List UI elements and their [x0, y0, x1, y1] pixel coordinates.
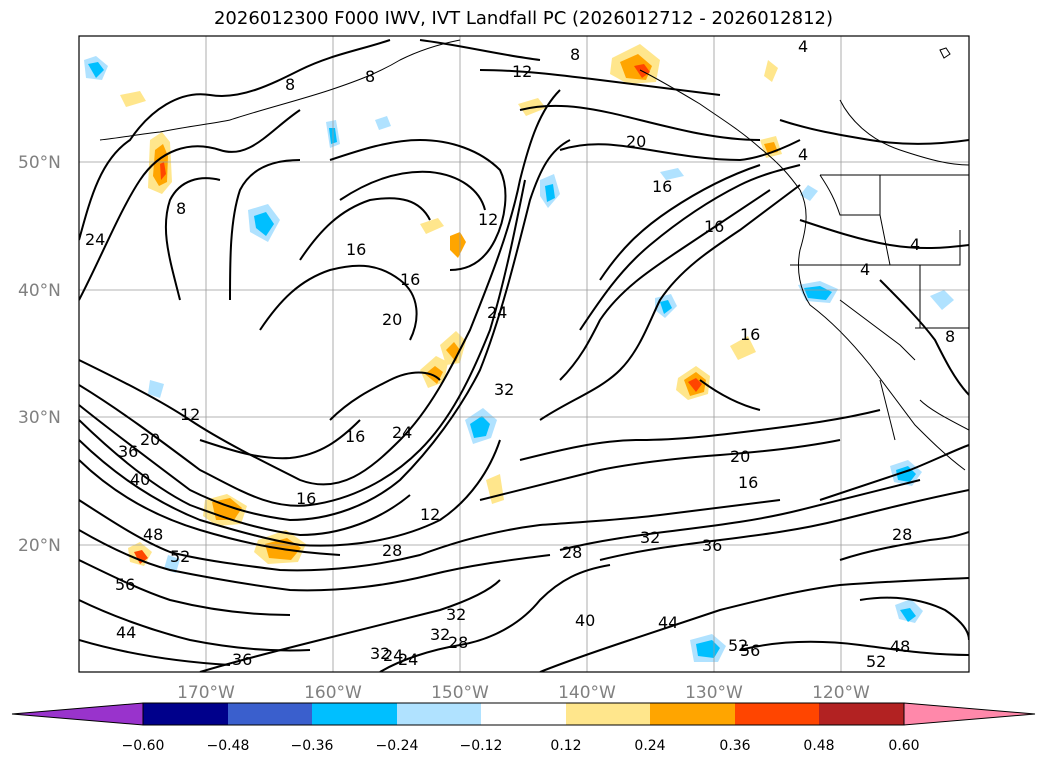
lon-label-120w: 120°W [812, 683, 870, 703]
contour-label: 52 [728, 636, 748, 655]
contour-label: 32 [446, 605, 466, 624]
contour-label: 16 [704, 217, 724, 236]
contour-label: 28 [382, 541, 402, 560]
contour-label: 56 [115, 575, 135, 594]
contour-label: 16 [652, 177, 672, 196]
map-panel [79, 36, 969, 672]
contour-label: 36 [232, 650, 252, 669]
lon-label-130w: 130°W [685, 683, 743, 703]
colorbar-bin [312, 703, 397, 725]
contour-label: 16 [296, 489, 316, 508]
contour-label: 28 [448, 633, 468, 652]
graticule [79, 36, 969, 672]
contour-label: 8 [945, 327, 955, 346]
contour-label: 44 [658, 613, 678, 632]
contour-label: 20 [382, 310, 402, 329]
lon-label-140w: 140°W [558, 683, 616, 703]
colorbar-tick: 0.48 [803, 738, 834, 754]
contour-label: 32 [494, 380, 514, 399]
contour-label: 32 [640, 528, 660, 547]
colorbar-bin [397, 703, 481, 725]
lat-label-50n: 50°N [18, 153, 61, 173]
contour-label: 20 [730, 447, 750, 466]
colorbar-tick: −0.24 [376, 738, 419, 754]
contour-label: 28 [562, 543, 582, 562]
contour-label: 8 [285, 75, 295, 94]
colorbar-tick: 0.36 [719, 738, 750, 754]
contour-label: 12 [420, 505, 440, 524]
contour-label: 16 [345, 427, 365, 446]
colorbar-bin [819, 703, 904, 725]
lon-label-160w: 160°W [304, 683, 362, 703]
contour-label: 32 [370, 644, 390, 663]
contour-label: 40 [575, 611, 595, 630]
contour-label: 44 [116, 623, 136, 642]
lat-label-20n: 20°N [18, 536, 61, 556]
coastlines [99, 39, 969, 471]
colorbar-bin [566, 703, 650, 725]
colorbar: −0.60 −0.48 −0.36 −0.24 −0.12 0.12 0.24 … [11, 702, 1036, 754]
contour-label: 8 [570, 45, 580, 64]
contour-label: 20 [140, 430, 160, 449]
contour-label: 24 [383, 646, 403, 665]
contour-label: 4 [860, 260, 870, 279]
contour-label: 16 [738, 473, 758, 492]
colorbar-over-extension [903, 702, 1036, 726]
contour-label: 8 [365, 67, 375, 86]
colorbar-under-extension [11, 702, 144, 726]
colorbar-bin [481, 703, 566, 725]
contour-label: 24 [487, 303, 507, 322]
contour-label: 36 [118, 442, 138, 461]
contour-label: 8 [176, 199, 186, 218]
contour-label: 48 [890, 637, 910, 656]
contour-label: 24 [398, 650, 418, 669]
iwv-contours [79, 39, 969, 672]
contour-label: 4 [798, 145, 808, 164]
contour-label: 16 [400, 270, 420, 289]
contour-label: 16 [740, 325, 760, 344]
contour-label: 36 [702, 536, 722, 555]
lat-label-40n: 40°N [18, 281, 61, 301]
colorbar-tick: 0.12 [550, 738, 581, 754]
contour-label: 16 [346, 240, 366, 259]
contour-label: 28 [892, 525, 912, 544]
contour-label: 52 [170, 547, 190, 566]
lon-label-150w: 150°W [431, 683, 489, 703]
contour-label: 4 [798, 37, 808, 56]
contour-labels: 8 8 12 8 4 4 8 24 16 12 16 20 20 16 16 4… [85, 37, 955, 671]
contour-label: 12 [180, 405, 200, 424]
colorbar-bin [143, 703, 228, 725]
lat-label-30n: 30°N [18, 408, 61, 428]
colorbar-bin [228, 703, 312, 725]
colorbar-tick: −0.36 [291, 738, 334, 754]
colorbar-tick: 0.60 [888, 738, 919, 754]
colorbar-tick: −0.12 [460, 738, 503, 754]
contour-label: 48 [143, 525, 163, 544]
colorbar-bin [735, 703, 819, 725]
map-title: 2026012300 F000 IWV, IVT Landfall PC (20… [213, 8, 834, 29]
contour-label: 52 [866, 652, 886, 671]
contour-label: 56 [740, 641, 760, 660]
colorbar-bin [650, 703, 735, 725]
contour-label: 4 [910, 235, 920, 254]
contour-label: 12 [478, 210, 498, 229]
contour-label: 24 [85, 230, 105, 249]
colorbar-tick: 0.24 [634, 738, 665, 754]
contour-label: 20 [626, 132, 646, 151]
contour-label: 12 [512, 62, 532, 81]
contour-label: 40 [130, 470, 150, 489]
contour-label: 24 [392, 423, 412, 442]
contour-label: 32 [430, 625, 450, 644]
lon-label-170w: 170°W [177, 683, 235, 703]
colorbar-tick: −0.48 [207, 738, 250, 754]
colorbar-tick: −0.60 [122, 738, 165, 754]
